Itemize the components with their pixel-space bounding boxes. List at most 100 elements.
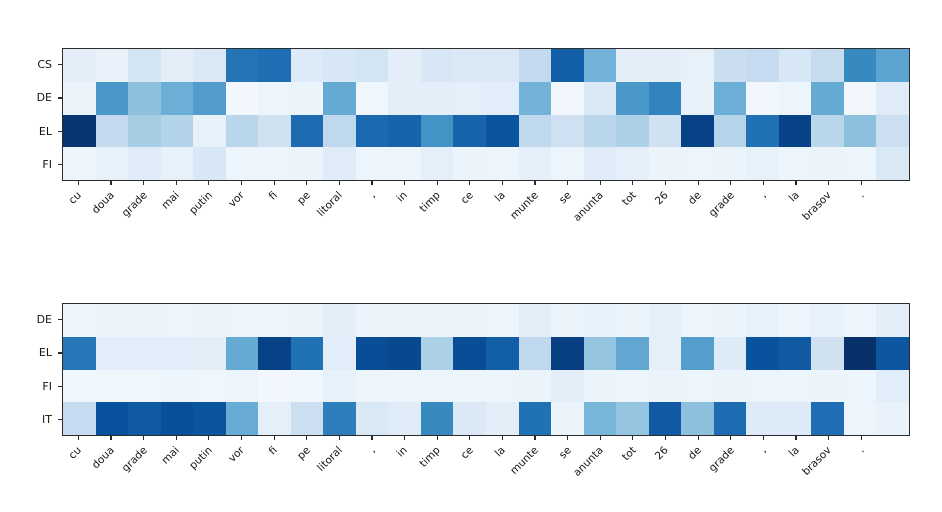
heatmap-cell — [583, 114, 617, 148]
x-tick-label: litoral — [315, 189, 345, 220]
heatmap-cell — [290, 114, 324, 148]
heatmap-cell — [811, 336, 844, 370]
x-tick — [860, 436, 862, 440]
heatmap-cell — [485, 304, 519, 337]
heatmap-cell — [485, 336, 519, 370]
heatmap-cell — [518, 336, 552, 370]
heatmap-cell — [258, 49, 291, 82]
x-tick — [534, 181, 536, 185]
heatmap-cell — [453, 49, 486, 82]
x-tick-label: ce — [458, 189, 476, 207]
heatmap-cell — [225, 402, 259, 435]
x-tick — [567, 181, 569, 185]
heatmap-cell — [420, 336, 454, 370]
heatmap-cell — [388, 369, 421, 403]
y-tick — [58, 352, 62, 354]
heatmap-cell — [453, 369, 486, 403]
heatmap-cell — [193, 81, 226, 115]
heatmap-cell — [323, 304, 356, 337]
heatmap-cell — [616, 49, 649, 82]
heatmap-cell — [746, 147, 779, 180]
heatmap-cell — [258, 336, 291, 370]
heatmap-cell — [128, 49, 161, 82]
heatmap-cell — [778, 81, 812, 115]
x-tick-label: , — [758, 444, 769, 456]
heatmap-cell — [63, 147, 96, 180]
heatmap-cell — [453, 81, 486, 115]
heatmap-cell — [648, 49, 682, 82]
heatmap-cell — [485, 147, 519, 180]
x-tick-label: grade — [706, 444, 737, 475]
x-tick — [403, 436, 406, 440]
heatmap-cell — [63, 49, 96, 82]
x-tick — [208, 181, 210, 185]
x-tick-label: pe — [294, 444, 313, 463]
x-tick-label: putin — [186, 189, 215, 217]
y-tick-label: DE — [36, 91, 52, 105]
y-tick — [58, 385, 62, 387]
x-tick-label: de — [686, 189, 704, 208]
heatmap-cell — [355, 114, 389, 148]
heatmap-cell — [193, 114, 226, 148]
heatmap-cell — [713, 336, 747, 370]
heatmap-cell — [323, 147, 356, 180]
heatmap-cell — [258, 81, 291, 115]
heatmap-cell — [355, 304, 389, 337]
x-tick-label: , — [366, 189, 378, 201]
heatmap-cell — [843, 147, 877, 180]
x-tick — [632, 181, 634, 185]
x-tick-label: brasov — [800, 444, 835, 478]
heatmap-cell — [681, 49, 714, 82]
heatmap-cell — [648, 336, 682, 370]
heatmap-cell — [485, 114, 519, 148]
heatmap-cell — [95, 369, 129, 403]
x-tick-label: la — [492, 444, 509, 460]
heatmap-cell — [485, 49, 519, 82]
heatmap-cell — [160, 402, 194, 435]
y-tick-label: IT — [42, 412, 52, 426]
x-tick — [599, 181, 601, 185]
heatmap-cell — [583, 49, 617, 82]
heatmap-cell — [193, 369, 226, 403]
x-tick-label: tot — [619, 189, 639, 209]
heatmap-cell — [420, 49, 454, 82]
y-tick — [58, 130, 62, 132]
heatmap-cell — [746, 369, 779, 403]
heatmap-cell — [160, 369, 194, 403]
x-tick-label: putin — [186, 444, 215, 472]
heatmap-cell — [193, 336, 226, 370]
heatmap-cell — [388, 81, 421, 115]
heatmap-cell — [713, 402, 747, 435]
heatmap-cell — [95, 304, 129, 337]
heatmap-cell — [811, 114, 844, 148]
heatmap-cell — [290, 336, 324, 370]
x-tick-label: grade — [119, 444, 150, 475]
x-tick-label: cu — [66, 189, 85, 207]
heatmap-cell — [778, 369, 812, 403]
x-tick — [273, 181, 275, 185]
heatmap-cell — [843, 114, 877, 148]
heatmap-cell — [388, 402, 421, 435]
heatmap-cell — [193, 49, 226, 82]
heatmap-cell — [746, 402, 779, 435]
x-tick-label: pe — [294, 189, 313, 208]
heatmap-cell — [681, 402, 714, 435]
x-tick — [501, 181, 503, 185]
x-tick — [208, 436, 210, 440]
heatmap-cell — [713, 49, 747, 82]
heatmap-cell — [128, 369, 161, 403]
x-tick-label: munte — [508, 189, 541, 222]
heatmap-cell — [713, 147, 747, 180]
x-tick — [338, 436, 340, 440]
x-tick — [240, 181, 243, 185]
x-tick — [697, 436, 699, 440]
x-tick — [795, 436, 797, 440]
x-tick — [827, 436, 830, 440]
heatmap-cell — [485, 81, 519, 115]
heatmap-cell — [193, 304, 226, 337]
heatmap-cell — [583, 369, 617, 403]
x-tick — [730, 181, 732, 185]
heatmap-cell — [420, 147, 454, 180]
heatmap-cell — [323, 49, 356, 82]
